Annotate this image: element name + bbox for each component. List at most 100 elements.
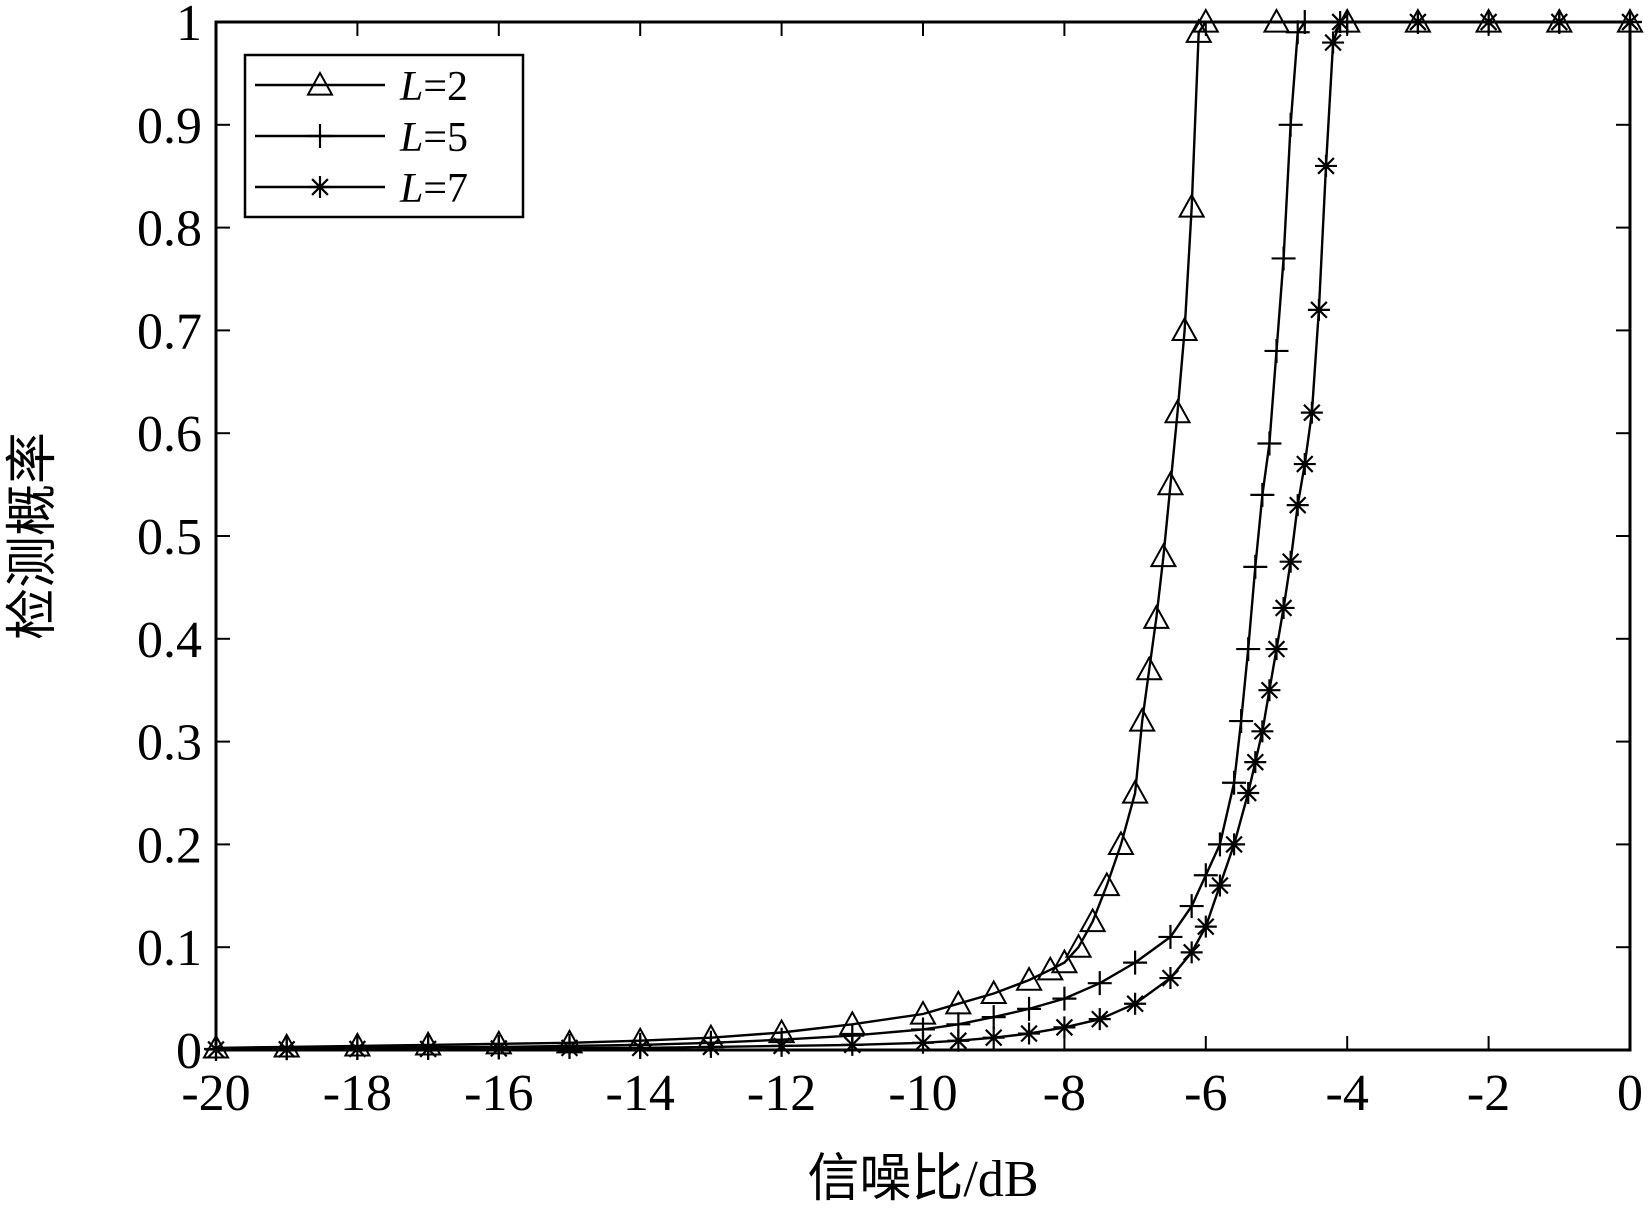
legend-marker xyxy=(309,176,331,198)
data-point xyxy=(1271,246,1296,271)
data-point xyxy=(841,1033,864,1056)
data-point xyxy=(1208,874,1231,897)
y-tick-label: 0.9 xyxy=(137,98,202,155)
y-tick-label: 0.4 xyxy=(137,612,202,669)
data-point xyxy=(558,1036,581,1059)
x-axis-title: 信噪比/dB xyxy=(807,1151,1038,1208)
data-point xyxy=(1265,638,1288,661)
data-point xyxy=(1087,971,1112,996)
y-tick-label: 0.7 xyxy=(137,303,202,360)
data-point xyxy=(1548,11,1571,33)
data-point xyxy=(1064,933,1093,958)
data-point xyxy=(1264,338,1289,363)
data-point xyxy=(1177,192,1206,218)
x-tick-label: -2 xyxy=(1467,1065,1510,1122)
data-point xyxy=(1149,542,1178,568)
data-point xyxy=(1088,1008,1111,1031)
data-point xyxy=(1250,482,1275,507)
data-point xyxy=(1124,992,1147,1015)
data-point xyxy=(1286,494,1309,517)
x-tick-label: 0 xyxy=(1617,1065,1643,1122)
data-point xyxy=(1223,833,1246,856)
data-point xyxy=(1142,604,1171,629)
data-point xyxy=(1329,11,1352,33)
data-point xyxy=(1244,751,1267,774)
data-point xyxy=(1406,11,1429,33)
data-point xyxy=(1243,554,1268,579)
data-point xyxy=(699,1035,722,1058)
data-point xyxy=(1237,782,1260,804)
data-point xyxy=(417,1037,440,1060)
data-point xyxy=(1194,915,1217,938)
data-point xyxy=(1053,1016,1076,1039)
data-point xyxy=(1163,398,1192,424)
data-point xyxy=(947,1029,970,1052)
data-point xyxy=(1192,7,1220,33)
data-point xyxy=(1078,907,1107,933)
x-tick-label: -8 xyxy=(1043,1065,1086,1122)
data-point xyxy=(1278,112,1303,137)
data-point xyxy=(770,1034,793,1057)
series-line xyxy=(215,20,1630,1051)
data-point xyxy=(1619,11,1641,33)
data-point xyxy=(487,1037,510,1060)
y-tick-label: 0.5 xyxy=(137,509,202,566)
data-point xyxy=(1262,7,1291,33)
y-tick-label: 0.1 xyxy=(137,920,202,977)
data-point xyxy=(1159,967,1182,990)
legend-marker xyxy=(306,70,334,96)
data-point xyxy=(1050,948,1079,974)
y-tick-label: 0.8 xyxy=(137,201,202,258)
data-point xyxy=(205,1038,227,1061)
data-point xyxy=(1322,31,1345,54)
x-tick-label: -10 xyxy=(888,1065,957,1122)
y-tick-label: 0 xyxy=(176,1023,202,1080)
data-point xyxy=(629,1036,652,1059)
x-tick-label: -20 xyxy=(181,1065,250,1122)
data-point xyxy=(1017,996,1042,1021)
data-point xyxy=(912,1031,934,1054)
data-point xyxy=(1314,154,1337,177)
data-point xyxy=(1236,637,1261,662)
data-point xyxy=(1477,11,1500,33)
data-point xyxy=(1251,720,1274,743)
data-point xyxy=(1170,316,1199,341)
data-point xyxy=(981,1005,1006,1030)
x-tick-label: -16 xyxy=(464,1065,533,1122)
data-point xyxy=(1123,950,1148,975)
data-point xyxy=(1018,1022,1041,1045)
x-tick-label: -4 xyxy=(1326,1065,1369,1122)
legend-label: L=7 xyxy=(399,166,468,212)
data-point xyxy=(1300,401,1323,424)
x-tick-label: -18 xyxy=(323,1065,392,1122)
data-point xyxy=(1193,863,1218,888)
data-point xyxy=(1156,470,1185,496)
data-point xyxy=(1121,778,1149,804)
data-point xyxy=(1307,298,1330,321)
series-star xyxy=(205,11,1641,1061)
x-axis-ticks: -20 -18 -16 -14 -12 -10 -8 -6 -4 -2 0 xyxy=(181,22,1643,1122)
y-axis-title: 检测概率 xyxy=(5,432,62,640)
data-point xyxy=(1222,770,1247,795)
data-point xyxy=(1258,679,1281,702)
data-point xyxy=(1229,709,1254,734)
y-tick-label: 0.6 xyxy=(137,406,202,463)
data-point xyxy=(982,1026,1005,1049)
legend-label: L=5 xyxy=(399,115,468,161)
y-axis-ticks: 0 0.1 0.2 0.3 0.4 0.5 0.6 0.7 0.8 0.9 1 xyxy=(137,0,1630,1080)
data-point xyxy=(1015,966,1043,991)
data-point xyxy=(1158,924,1183,949)
data-point xyxy=(346,1037,369,1060)
data-point xyxy=(1093,871,1121,897)
legend-label: L=2 xyxy=(399,64,468,110)
data-point xyxy=(1293,453,1316,476)
data-point xyxy=(1135,655,1163,681)
x-tick-label: -14 xyxy=(606,1065,675,1122)
series-group xyxy=(202,7,1644,1061)
y-tick-label: 1 xyxy=(176,0,202,52)
data-point xyxy=(1179,894,1204,919)
data-point xyxy=(275,1038,298,1061)
y-tick-label: 0.2 xyxy=(137,817,202,874)
